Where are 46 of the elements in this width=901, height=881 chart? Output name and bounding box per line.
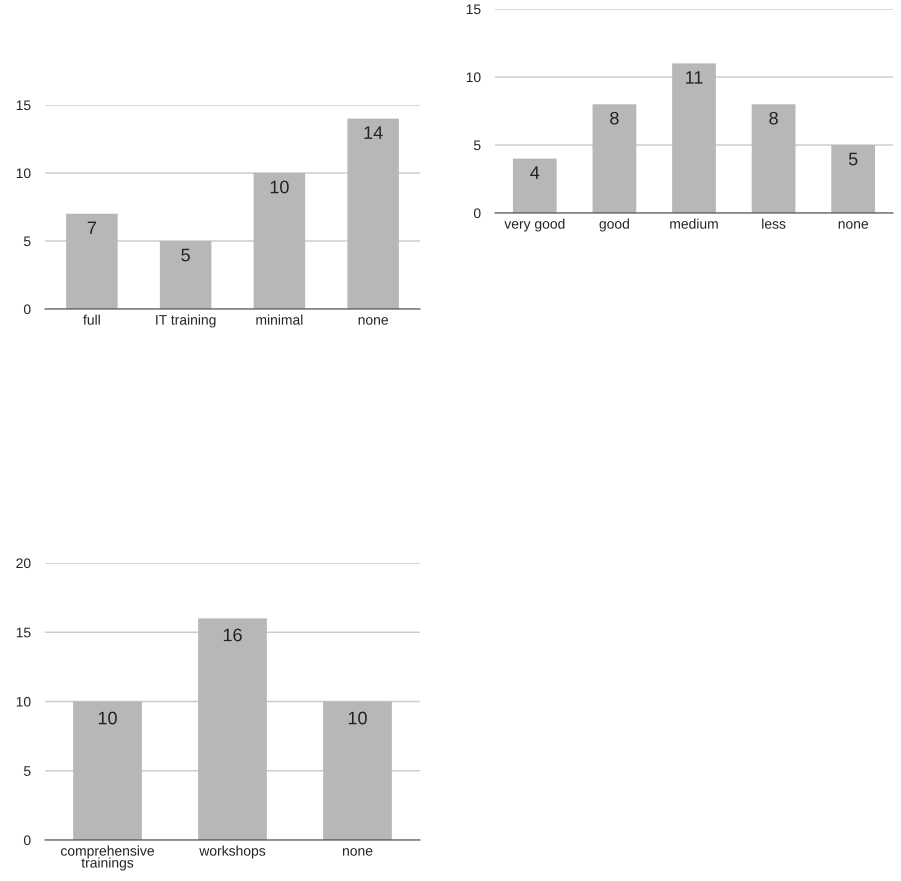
data-label: 4: [530, 166, 540, 179]
bar: [592, 104, 636, 213]
data-label: 16: [224, 628, 242, 642]
data-label: 8: [610, 112, 619, 125]
y-tick-label: 0: [474, 208, 481, 218]
bar: [672, 63, 716, 213]
data-label: 5: [181, 248, 190, 262]
y-tick-label: 10: [16, 696, 31, 707]
y-tick-label: 0: [24, 304, 31, 314]
data-label: 11: [686, 71, 702, 84]
x-tick-label: very good: [504, 218, 564, 232]
x-tick-label: medium: [670, 218, 718, 229]
y-tick-label: 20: [16, 558, 31, 568]
data-label: 10: [98, 712, 117, 724]
x-tick-label: comprehensive trainings: [61, 846, 154, 870]
data-label: 8: [769, 112, 778, 125]
data-label: 7: [88, 222, 96, 234]
x-tick-label: none: [342, 848, 372, 856]
bar: [831, 145, 876, 213]
data-label: 10: [348, 712, 367, 724]
y-tick-label: 15: [16, 628, 31, 638]
x-tick-label: minimal: [256, 314, 302, 325]
data-label: 10: [270, 180, 289, 194]
data-label: 14: [364, 126, 383, 139]
bar: [160, 241, 212, 309]
y-tick-label: 5: [24, 766, 31, 776]
bar: [512, 158, 557, 213]
y-tick-label: 10: [16, 168, 31, 178]
x-tick-label: none: [358, 317, 388, 325]
x-tick-label: IT training: [156, 314, 216, 328]
x-tick-label: workshops: [199, 846, 266, 859]
y-tick-label: 10: [466, 72, 481, 82]
bar: [347, 118, 399, 309]
y-tick-label: 15: [16, 100, 31, 110]
x-tick-label: less: [762, 218, 786, 229]
bar: [66, 214, 118, 309]
data-label: 5: [848, 152, 858, 166]
bar: [254, 173, 306, 309]
y-tick-label: 0: [24, 835, 31, 846]
y-tick-label: 5: [474, 140, 481, 150]
x-tick-label: good: [600, 218, 629, 232]
x-tick-label: none: [838, 221, 868, 229]
bar: [752, 104, 796, 213]
y-tick-label: 15: [466, 4, 481, 14]
y-tick-label: 5: [24, 236, 31, 246]
x-tick-label: full: [83, 314, 100, 325]
